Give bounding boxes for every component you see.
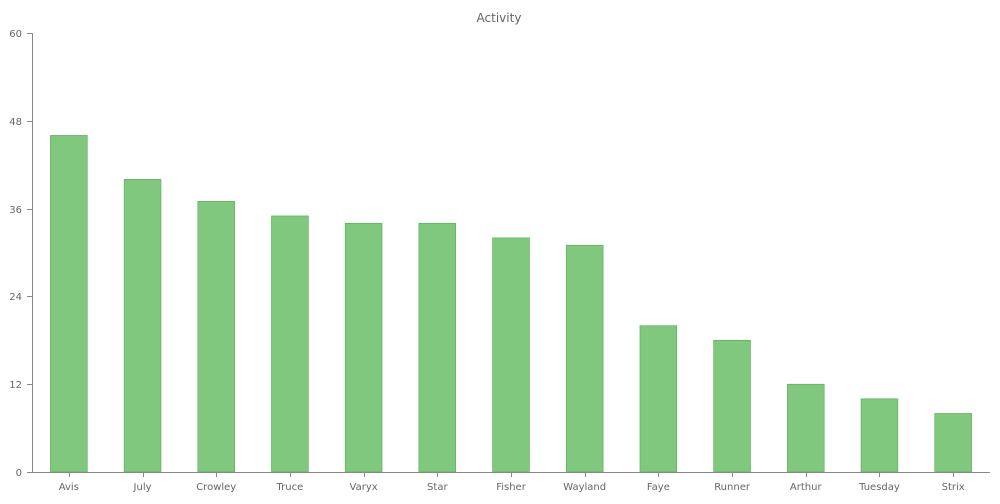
bar-avis xyxy=(50,135,88,473)
x-tick-label-truce: Truce xyxy=(276,482,304,493)
x-tick-label-faye: Faye xyxy=(647,482,670,493)
bar-truce xyxy=(271,215,309,473)
y-tick-label: 60 xyxy=(9,29,22,40)
bar-star xyxy=(418,222,457,473)
y-tick-label: 12 xyxy=(9,380,22,391)
x-tick-label-runner: Runner xyxy=(714,482,751,493)
x-axis-ticks: Avis July Crowley Truce Varyx Star Fisher Wayla… xyxy=(59,472,965,493)
x-tick-label-fisher: Fisher xyxy=(496,482,527,493)
bar-july xyxy=(123,179,162,473)
x-tick-label-july: July xyxy=(133,482,152,493)
y-tick-label: 48 xyxy=(9,117,22,128)
y-tick-label: 0 xyxy=(16,468,22,479)
y-tick-label: 36 xyxy=(9,205,22,216)
bar-tuesday xyxy=(860,398,899,473)
x-tick-label-varyx: Varyx xyxy=(350,482,378,493)
bar-crowley xyxy=(197,200,235,473)
bar-wayland xyxy=(565,244,604,473)
bar-runner xyxy=(713,339,751,473)
x-tick-label-crowley: Crowley xyxy=(196,482,236,493)
chart-title: Activity xyxy=(477,11,522,25)
x-tick-label-strix: Strix xyxy=(942,482,965,493)
x-tick-label-arthur: Arthur xyxy=(790,482,823,493)
x-tick-label-tuesday: Tuesday xyxy=(858,482,900,493)
x-tick-label-star: Star xyxy=(427,482,448,493)
bar-varyx xyxy=(344,222,383,473)
bar-arthur xyxy=(787,383,825,473)
y-tick-label: 24 xyxy=(9,292,22,303)
bar-fisher xyxy=(492,237,530,473)
x-tick-label-avis: Avis xyxy=(59,482,79,493)
y-axis-ticks: 0 12 24 36 48 60 xyxy=(9,29,32,479)
bar-strix xyxy=(934,413,972,473)
x-tick-label-wayland: Wayland xyxy=(563,482,606,493)
bars-group xyxy=(50,135,972,473)
bar-faye xyxy=(639,325,678,473)
